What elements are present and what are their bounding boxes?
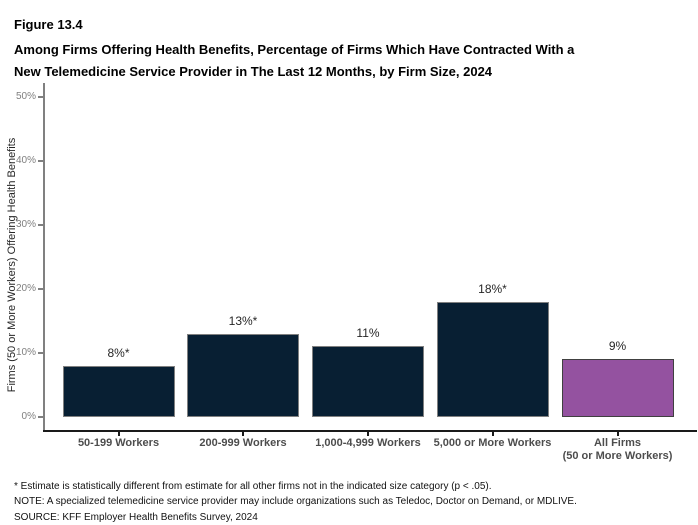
y-tick-label-10: 10% [15,346,36,358]
x-tick-mark-200-999-workers [242,432,244,436]
x-tick-mark-50-199-workers [117,432,120,436]
y-tick-label-50: 50% [15,90,36,102]
x-tick-mark-5-000-or-more-workers [491,432,494,436]
bar-all-firms [561,359,674,417]
y-tick-mark-50 [38,95,44,98]
x-category-label-1-000-4-999-workers: 1,000-4,999 Workers [315,437,421,449]
x-category-label-all-firms: All Firms (50 or More Workers) [562,437,673,462]
footnotes: * Estimate is statistically different fr… [14,479,577,525]
bar-50-199-workers [62,365,175,417]
chart-title-line1: Among Firms Offering Health Benefits, Pe… [14,42,575,57]
y-tick-label-0: 0% [21,411,36,422]
y-tick-mark-10 [38,351,44,354]
x-category-label-5-000-or-more-workers: 5,000 or More Workers [433,437,552,449]
y-tick-label-40: 40% [15,154,36,166]
bar-5-000-or-more-workers [436,301,549,417]
bar-value-label-all-firms: 9% [608,339,627,354]
y-tick-mark-40 [38,159,44,162]
bar-1-000-4-999-workers [312,346,424,417]
bar-value-label-50-199-workers: 8%* [107,345,130,360]
x-axis-line [43,430,697,432]
footnote-note: NOTE: A specialized telemedicine service… [14,496,577,508]
x-tick-mark-1-000-4-999-workers [367,432,369,436]
y-axis-line [43,83,45,431]
figure-label: Figure 13.4 [14,17,83,32]
bar-value-label-5-000-or-more-workers: 18%* [478,281,507,296]
bar-value-label-200-999-workers: 13%* [228,313,258,328]
chart-title: Among Firms Offering Health Benefits, Pe… [14,39,574,83]
y-tick-mark-0 [38,416,44,418]
footnote-estimate: * Estimate is statistically different fr… [14,481,492,492]
x-category-label-50-199-workers: 50-199 Workers [77,437,160,449]
bar-value-label-1-000-4-999-workers: 11% [356,326,380,341]
y-tick-mark-20 [38,287,44,290]
chart-title-line2: New Telemedicine Service Provider in The… [14,64,493,79]
y-tick-mark-30 [38,223,44,226]
footnote-source: SOURCE: KFF Employer Health Benefits Sur… [14,511,258,523]
y-tick-label-30: 30% [15,218,36,230]
x-category-label-200-999-workers: 200-999 Workers [199,437,287,449]
bar-200-999-workers [187,333,299,417]
y-tick-label-20: 20% [15,282,36,294]
x-tick-mark-all-firms [616,432,619,436]
